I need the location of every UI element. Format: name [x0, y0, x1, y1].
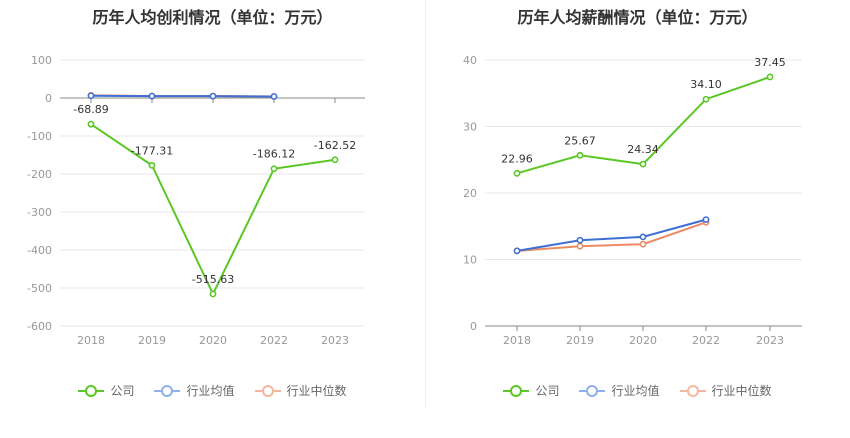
- legend-industry-avg-label: 行业均值: [186, 384, 235, 398]
- y-tick-label: 0: [45, 92, 52, 105]
- data-label: 24.34: [627, 143, 659, 156]
- profit-chart-svg: 100 0 -100 -200 -300 -400 -500 -600 2018 2019 2020…: [27, 54, 365, 347]
- legend-item-industry-avg[interactable]: 行业均值: [579, 382, 660, 399]
- data-label: -177.31: [131, 144, 173, 157]
- y-tick-label: 100: [31, 54, 52, 67]
- data-point-industry-avg: [639, 233, 647, 241]
- data-point-industry-avg: [209, 92, 217, 100]
- profit-chart-panel: 历年人均创利情况（单位：万元） 100 0 -100 -200 -300 -400 -500…: [0, 8, 425, 399]
- data-point-company: [513, 169, 521, 177]
- x-tick-label: 2019: [138, 334, 166, 347]
- x-tick-label: 2020: [199, 334, 227, 347]
- series-line-industry-avg: [90, 94, 275, 98]
- data-point-industry-avg: [576, 236, 584, 244]
- y-tick-label: 30: [463, 121, 477, 134]
- data-point-company: [576, 151, 584, 159]
- data-point-company: [331, 156, 339, 164]
- data-point-company: [209, 290, 217, 298]
- data-point-industry-avg: [702, 216, 710, 223]
- data-label: 22.96: [501, 152, 533, 165]
- data-point-company: [702, 95, 710, 103]
- y-tick-label: 10: [463, 254, 477, 267]
- x-tick-label: 2022: [692, 334, 720, 347]
- legend-item-industry-median[interactable]: 行业中位数: [679, 382, 772, 399]
- data-point-industry-avg: [270, 93, 278, 100]
- y-tick-label: -500: [27, 282, 52, 295]
- salary-chart-panel: 历年人均薪酬情况（单位：万元） 40 30 20 10 0 2018 2019 2020 202…: [425, 0, 850, 438]
- legend-company-label: 公司: [535, 384, 560, 398]
- data-point-industry-avg: [513, 247, 521, 255]
- legend-industry-avg-marker: [154, 384, 181, 398]
- data-point-industry-median: [576, 242, 584, 250]
- x-tick-label: 2023: [756, 334, 784, 347]
- data-label: -515.63: [192, 273, 234, 286]
- data-label: -162.52: [314, 139, 356, 152]
- legend-item-industry-avg[interactable]: 行业均值: [154, 382, 235, 399]
- legend-industry-avg-marker: [579, 384, 606, 398]
- data-point-company: [87, 120, 95, 128]
- data-point-company: [639, 160, 647, 168]
- data-point-company: [766, 73, 774, 81]
- data-point-company: [270, 165, 278, 173]
- profit-chart-legend: 公司 行业均值 行业中位数: [0, 382, 425, 399]
- data-point-industry-median: [639, 240, 647, 248]
- series-line-company: [90, 123, 336, 297]
- data-label: -68.89: [73, 103, 108, 116]
- salary-chart-svg: 40 30 20 10 0 2018 2019 2020 2022 2023 22.96 25.67 2…: [463, 54, 802, 347]
- x-tick-label: 2020: [629, 334, 657, 347]
- data-point-industry-avg: [148, 92, 156, 100]
- panel-divider: [425, 0, 426, 408]
- x-tick-label: 2023: [321, 334, 349, 347]
- y-tick-label: 40: [463, 54, 477, 67]
- series-line-industry-avg: [516, 218, 707, 252]
- series-line-industry-median: [516, 221, 707, 252]
- legend-industry-median-label: 行业中位数: [286, 384, 347, 398]
- y-tick-label: 0: [470, 320, 477, 333]
- data-point-industry-avg: [87, 92, 95, 100]
- x-tick-label: 2018: [77, 334, 105, 347]
- legend-industry-median-label: 行业中位数: [711, 384, 772, 398]
- x-tick-label: 2018: [503, 334, 531, 347]
- legend-item-company[interactable]: 公司: [78, 382, 134, 399]
- legend-industry-median-marker: [254, 384, 281, 398]
- data-label: 25.67: [564, 134, 596, 147]
- y-tick-label: -400: [27, 244, 52, 257]
- y-tick-label: 20: [463, 187, 477, 200]
- legend-company-marker: [503, 384, 530, 398]
- legend-item-industry-median[interactable]: 行业中位数: [254, 382, 347, 399]
- x-tick-label: 2022: [260, 334, 288, 347]
- series-line-company: [516, 76, 771, 175]
- legend-industry-avg-label: 行业均值: [611, 384, 660, 398]
- data-label: -186.12: [253, 148, 295, 161]
- data-point-company: [148, 161, 156, 169]
- profit-chart-title: 历年人均创利情况（单位：万元）: [92, 8, 333, 27]
- legend-company-label: 公司: [110, 384, 135, 398]
- y-tick-label: -600: [27, 320, 52, 333]
- x-tick-label: 2019: [566, 334, 594, 347]
- y-tick-label: -300: [27, 206, 52, 219]
- salary-chart-title: 历年人均薪酬情况（单位：万元）: [517, 8, 758, 27]
- legend-item-company[interactable]: 公司: [503, 382, 559, 399]
- data-label: 37.45: [754, 56, 786, 69]
- legend-industry-median-marker: [679, 384, 706, 398]
- y-tick-label: -100: [27, 130, 52, 143]
- y-tick-label: -200: [27, 168, 52, 181]
- salary-chart-legend: 公司 行业均值 行业中位数: [425, 382, 850, 399]
- legend-company-marker: [78, 384, 105, 398]
- data-label: 34.10: [690, 78, 722, 91]
